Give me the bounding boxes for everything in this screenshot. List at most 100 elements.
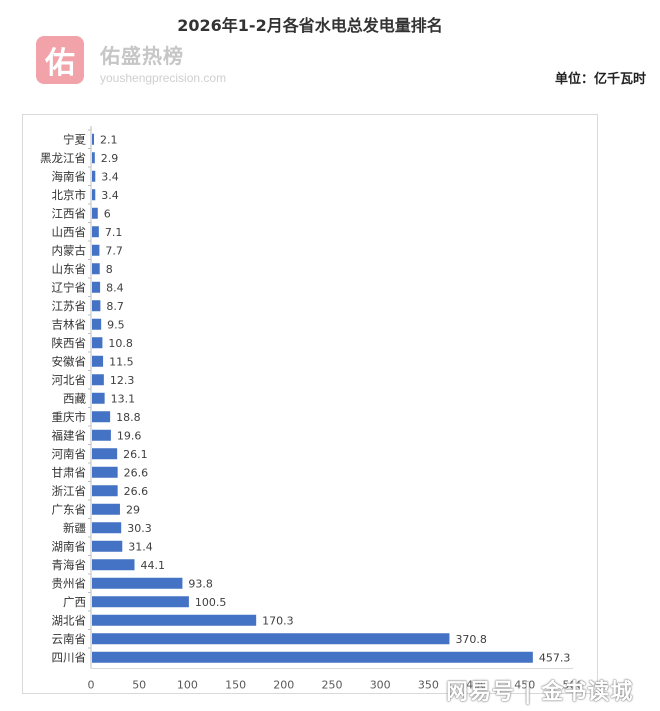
bar [92,318,102,330]
bar-chart: 宁夏 2.1 黑龙江省 2.9 海南省 3.4 北京市 3.4 江西省 6 山西省 7.1 内蒙古 7.7… [40,126,584,692]
data-label: 7.1 [105,226,123,239]
bar [92,577,183,589]
bar [92,207,98,219]
x-tick-label: 200 [273,679,294,692]
brand-url: youshengprecision.com [100,71,227,85]
x-tick-label: 250 [322,679,343,692]
data-label: 93.8 [188,577,213,590]
category-label: 安徽省 [52,354,87,368]
bar [92,503,120,515]
data-label: 26.6 [124,466,148,479]
unit-label: 单位：亿千瓦时 [554,72,646,87]
bar [92,152,95,164]
chart-area: 宁夏 2.1 黑龙江省 2.9 海南省 3.4 北京市 3.4 江西省 6 山西省 7.1 内蒙古 7.7… [22,114,598,694]
bar [92,614,257,626]
bar [92,633,450,645]
data-label: 3.4 [101,189,119,202]
data-label: 8.4 [106,281,124,294]
bar [92,226,99,238]
data-label: 457.3 [539,651,571,664]
data-label: 3.4 [101,170,119,183]
data-label: 2.9 [101,152,119,165]
bar [92,429,111,441]
category-label: 北京市 [52,188,87,202]
category-label: 云南省 [52,632,87,646]
category-label: 西藏 [63,391,86,405]
data-label: 19.6 [117,429,142,442]
chart-title: 2026年1-2月各省水电总发电量排名 [177,16,443,35]
data-label: 7.7 [105,244,123,257]
x-tick-label: 300 [370,679,391,692]
data-label: 30.3 [127,522,152,535]
bar [92,559,135,571]
bar [92,485,118,497]
category-label: 陕西省 [52,336,87,350]
data-label: 29 [126,503,140,516]
category-label: 广西 [63,595,86,609]
brand-logo-icon: 佑 [36,36,84,84]
data-label: 170.3 [262,614,294,627]
bar [92,337,103,349]
x-tick-label: 500 [563,679,584,692]
category-label: 江西省 [52,206,87,220]
bar [92,300,101,312]
bar [92,281,101,293]
category-label: 山西省 [52,225,87,239]
category-label: 新疆 [63,521,86,535]
bar [92,411,111,423]
x-tick-label: 400 [466,679,487,692]
category-label: 甘肃省 [52,465,87,479]
x-tick-label: 350 [418,679,439,692]
bar [92,522,122,534]
data-label: 100.5 [195,596,227,609]
bar [92,651,533,663]
category-label: 广东省 [52,502,87,516]
category-label: 内蒙古 [52,243,87,257]
data-label: 26.1 [123,448,148,461]
bar [92,189,96,201]
data-label: 370.8 [455,633,487,646]
data-label: 6 [104,207,111,220]
data-label: 11.5 [109,355,134,368]
category-label: 山东省 [52,262,87,276]
bar [92,392,105,404]
category-label: 河南省 [52,447,87,461]
x-tick-label: 150 [225,679,246,692]
bar [92,540,123,552]
bar [92,263,100,275]
bar [92,466,118,478]
bar [92,374,104,386]
x-tick-label: 450 [514,679,535,692]
category-label: 浙江省 [52,484,87,498]
bar [92,133,95,145]
category-label: 青海省 [52,558,87,572]
category-label: 贵州省 [52,576,87,590]
category-label: 宁夏 [63,132,86,146]
data-label: 2.1 [100,133,118,146]
category-label: 辽宁省 [52,280,87,294]
x-tick-label: 50 [132,679,146,692]
data-label: 10.8 [108,337,132,350]
category-label: 海南省 [52,169,87,183]
bar [92,448,118,460]
bar [92,355,104,367]
category-label: 吉林省 [52,317,87,331]
x-tick-label: 100 [177,679,198,692]
category-label: 重庆市 [52,410,87,424]
brand-name: 佑盛热榜 [100,44,184,68]
category-label: 福建省 [52,428,87,442]
category-label: 河北省 [52,373,87,387]
category-label: 黑龙江省 [40,151,86,165]
data-label: 8.7 [106,300,124,313]
bar [92,244,100,256]
data-label: 26.6 [124,485,148,498]
category-label: 四川省 [52,650,87,664]
category-label: 湖北省 [52,613,87,627]
category-label: 江苏省 [52,299,87,313]
watermark: 网易号 | 金书读城 [446,680,634,705]
bar [92,596,189,608]
data-label: 12.3 [110,374,135,387]
data-label: 18.8 [116,411,141,424]
data-label: 31.4 [128,540,153,553]
x-tick-label: 0 [88,679,95,692]
